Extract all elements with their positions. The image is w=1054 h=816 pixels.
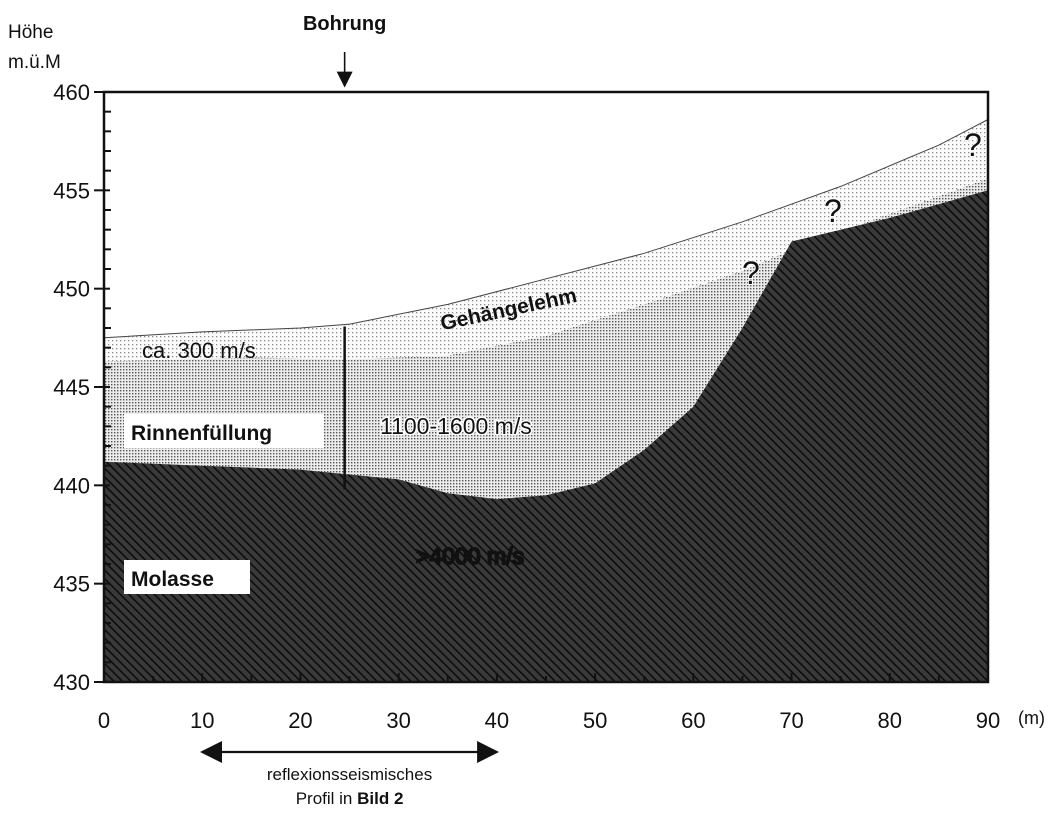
x-tick-label: 80 [878, 708, 902, 733]
x-tick-label: 60 [681, 708, 705, 733]
y-axis-title-line1: Höhe [8, 22, 53, 43]
question-mark-1: ? [742, 255, 760, 291]
molasse-label: Molasse [131, 568, 214, 591]
y-tick-label: 460 [53, 80, 90, 105]
axis-ticks [94, 91, 989, 683]
y-tick-label: 445 [53, 375, 90, 400]
y-axis-tick-labels: 430 435 440 445 450 455 460 [53, 80, 90, 695]
y-axis-title-line2: m.ü.M [8, 52, 61, 73]
loam-velocity-label: ca. 300 m/s [142, 338, 256, 363]
x-tick-label: 20 [288, 708, 312, 733]
x-tick-label: 10 [190, 708, 214, 733]
ground-surface-line [103, 119, 989, 339]
y-tick-label: 440 [53, 473, 90, 498]
x-tick-label: 0 [98, 708, 110, 733]
x-tick-label: 30 [386, 708, 410, 733]
molasse-label-box [124, 560, 250, 594]
y-tick-label: 455 [53, 178, 90, 203]
seismic-profile-label-line2: Profil in Bild 2 [296, 789, 404, 808]
rinnenfuellung-label: Rinnenfüllung [131, 422, 272, 445]
y-tick-label: 435 [53, 572, 90, 597]
x-tick-label: 50 [583, 708, 607, 733]
x-tick-label: 90 [976, 708, 1000, 733]
fill-velocity-label: 1100-1600 m/s [380, 413, 532, 439]
x-axis-tick-labels: 0 10 20 30 40 50 60 70 80 90 [98, 708, 1000, 733]
y-tick-label: 430 [53, 670, 90, 695]
rinnenfuellung-label-box [124, 414, 324, 448]
question-mark-3: ? [964, 127, 982, 163]
seismic-profile-label-line1: reflexionsseismisches [267, 765, 432, 784]
molasse-layer [104, 190, 988, 683]
rinnenfuellung-layer [104, 178, 988, 500]
molasse-velocity-label: >4000 m/s [416, 543, 524, 569]
x-tick-label: 70 [779, 708, 803, 733]
question-mark-2: ? [824, 193, 842, 229]
x-axis-unit: (m) [1018, 708, 1045, 728]
y-tick-label: 450 [53, 277, 90, 302]
borehole-label: Bohrung [303, 13, 386, 35]
x-tick-label: 40 [485, 708, 509, 733]
